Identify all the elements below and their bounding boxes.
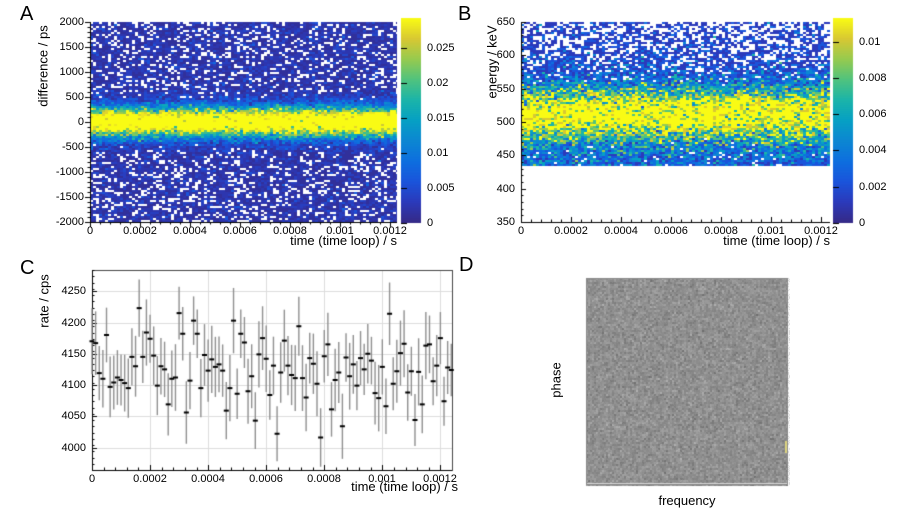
panel-b-colorbar-tick-label: 0.004	[859, 144, 887, 156]
panel-b-colorbar-tick-label: 0.008	[859, 72, 887, 84]
panel-b-colorbar-tick-label: 0	[859, 217, 866, 229]
panel-a-colorbar-tick-label: 0.025	[427, 42, 455, 54]
panel-c-x-axis-title: time (time loop) / s	[351, 479, 458, 494]
panel-a-colorbar-tick-label: 0.005	[427, 182, 455, 194]
panel-b-colorbar-tick-label: 0.006	[859, 108, 887, 120]
panel-c-y-tick-label: 4050	[61, 410, 86, 422]
panel-d-label: D	[459, 254, 474, 276]
panel-b-y-tick-label: 500	[496, 116, 515, 128]
panel-a-colorbar	[399, 14, 425, 226]
panel-a-y-tick-label: -1000	[55, 166, 84, 178]
panel-c-y-axis-title: rate / cps	[36, 274, 52, 328]
panel-a-label: A	[20, 3, 34, 25]
panel-d-y-axis-title: phase	[548, 362, 564, 398]
panel-c-y-tick-label: 4150	[61, 348, 86, 360]
panel-d-x-axis-title: frequency	[658, 493, 716, 508]
panel-c-y-tick-label: 4000	[61, 442, 86, 454]
panel-a-y-tick-label: -500	[61, 141, 84, 153]
panel-b-colorbar-tick-label: 0.002	[859, 181, 887, 193]
panel-a-colorbar-tick-label: 0	[427, 217, 434, 229]
panel-a-colorbar-tick-label: 0.02	[427, 77, 449, 89]
panel-a-colorbar-tick-label: 0.015	[427, 112, 455, 124]
panel-b-label: B	[458, 3, 472, 25]
panel-b-y-axis-title: energy / keV	[484, 25, 500, 99]
panel-b-y-tick-label: 350	[496, 216, 515, 228]
panel-c-scatter-canvas	[86, 264, 458, 476]
panel-a-colorbar-tick-label: 0.01	[427, 147, 449, 159]
panel-b-heatmap-canvas	[515, 12, 833, 228]
panel-a-x-axis-title: time (time loop) / s	[290, 233, 397, 248]
panel-a-y-tick-label: 0	[77, 116, 84, 128]
panel-b-y-tick-label: 400	[496, 183, 515, 195]
panel-c-y-tick-label: 4100	[61, 379, 86, 391]
panel-c-label: C	[20, 257, 35, 279]
panel-a-y-tick-label: -1500	[55, 191, 84, 203]
panel-a-y-tick-label: -2000	[55, 216, 84, 228]
panel-b-colorbar-tick-label: 0.01	[859, 36, 881, 48]
panel-b-y-tick-label: 450	[496, 149, 515, 161]
panel-d-noise-image-canvas	[584, 276, 790, 487]
panel-a-y-axis-title: difference / ps	[35, 25, 51, 107]
panel-b-colorbar	[831, 14, 857, 226]
panel-b-x-axis-title: time (time loop) / s	[723, 233, 830, 248]
panel-a-heatmap-canvas	[84, 12, 398, 228]
